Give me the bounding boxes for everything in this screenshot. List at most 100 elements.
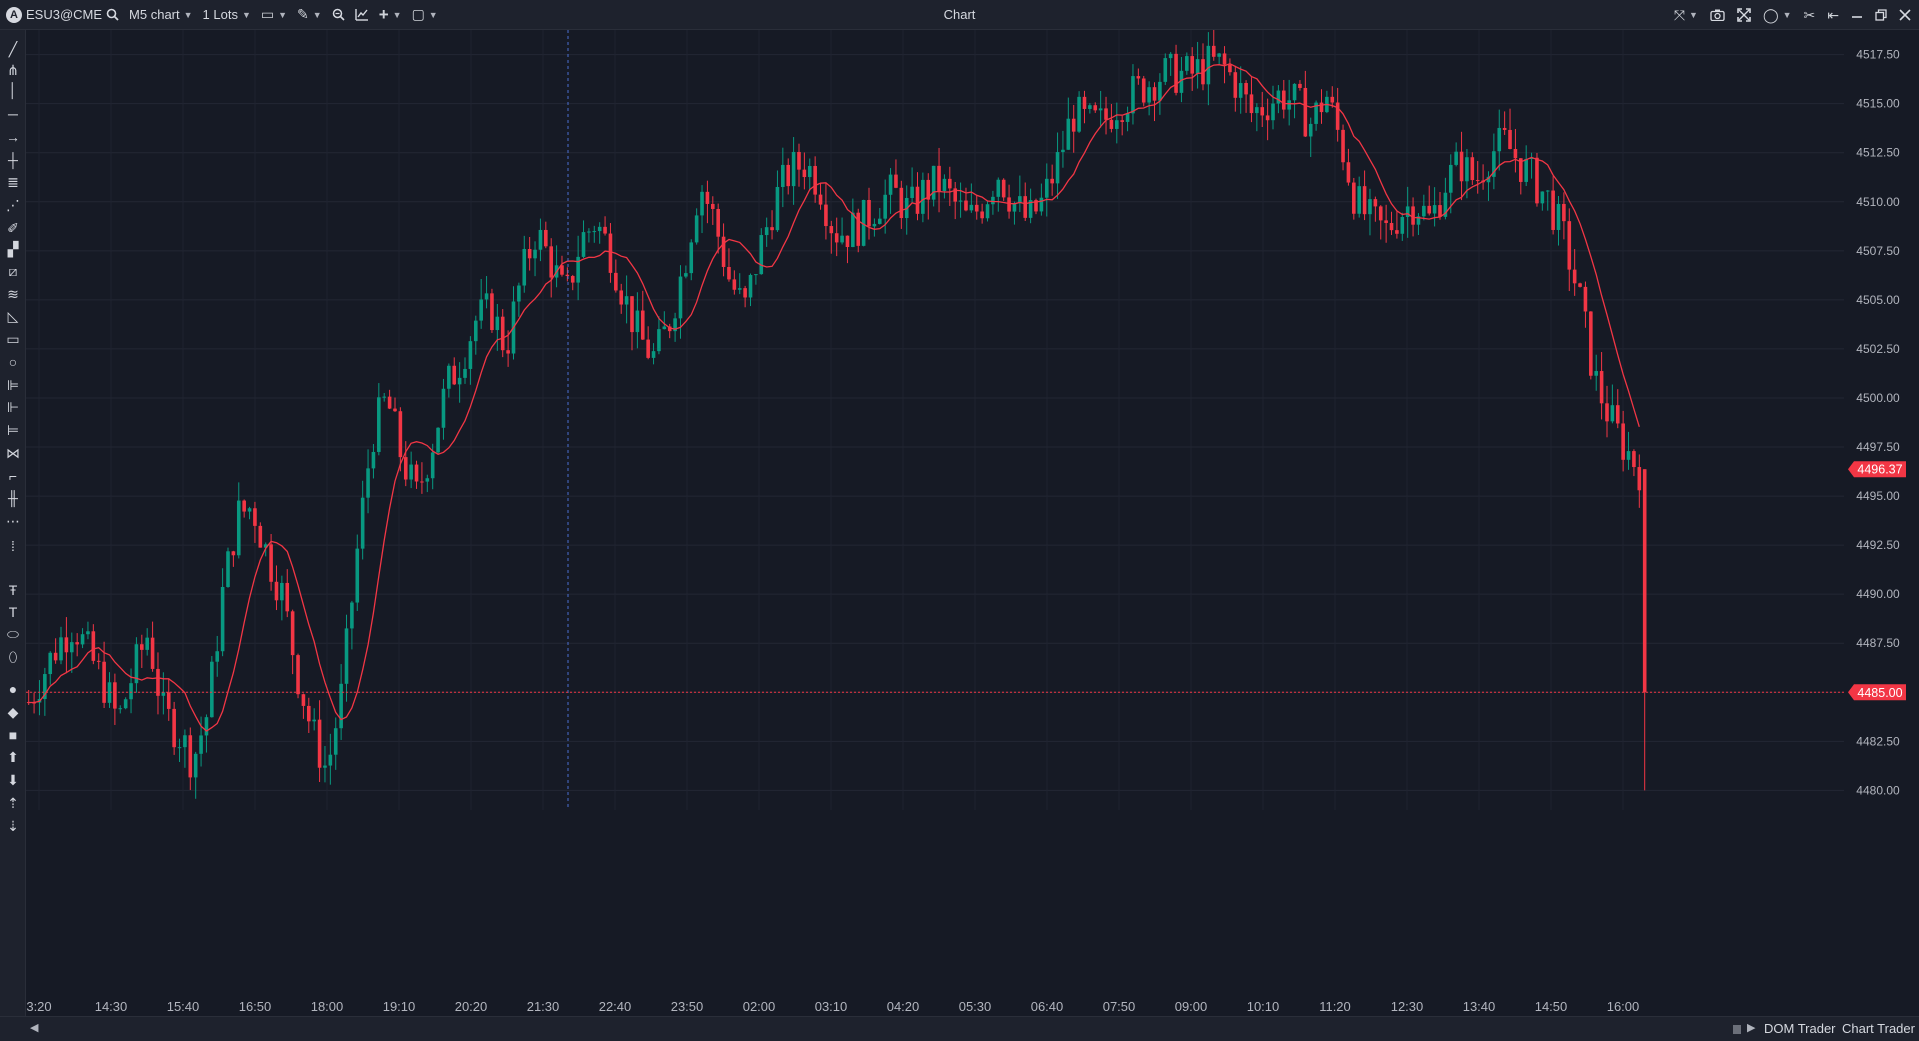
drawing-toolbar: ╱ ⋔ │ ─ → ┼ ≣ ⋰ ✐ ▞ ⧄ ≋ ◺ ▭ ○ ⊫ ⊩ ⊨ ⋈ ⌐ … xyxy=(0,30,26,1030)
parallel-lines-icon[interactable]: ≣ xyxy=(7,174,19,190)
candle-body xyxy=(1610,405,1615,422)
tools-icon[interactable]: ✂ xyxy=(1803,6,1816,23)
minimize-icon[interactable] xyxy=(1851,9,1863,21)
steps-icon[interactable]: ⌐ xyxy=(8,468,18,484)
candle-body xyxy=(1066,118,1071,150)
time-axis[interactable]: 3:20 14:30 15:40 16:50 18:00 19:10 20:20 21:30 2… xyxy=(26,999,1639,1014)
horizontal-line-icon[interactable]: ─ xyxy=(8,106,18,122)
drawing-dropdown[interactable]: ✎ ▼ xyxy=(297,6,322,23)
paint-roller-icon[interactable]: ▞ xyxy=(7,241,19,257)
candle-body xyxy=(86,631,90,635)
candle-body xyxy=(597,226,602,232)
candle-body xyxy=(662,326,667,330)
candle-body xyxy=(1389,222,1394,231)
sync-dropdown[interactable]: ⤧ ▼ xyxy=(1674,7,1698,24)
fib-extension-icon[interactable]: ⊨ xyxy=(6,422,20,438)
candle-body xyxy=(447,365,451,389)
candle-body xyxy=(619,290,624,305)
trend-icon[interactable]: ⋰ xyxy=(6,197,20,213)
pin-icon[interactable]: ⇤ xyxy=(1827,6,1839,23)
price-chart[interactable]: 4480.00 4482.50 4485.00 4487.50 4490.00 4492.… xyxy=(26,25,1919,1016)
candle-body xyxy=(1125,113,1130,122)
candle-body xyxy=(877,218,882,224)
sort-asc-icon[interactable]: ⇡ xyxy=(7,795,19,811)
fib-fan-icon[interactable]: ⊫ xyxy=(6,377,20,393)
zoom-icon[interactable] xyxy=(332,8,345,21)
candle-body xyxy=(1486,176,1491,183)
candle-body xyxy=(1168,53,1173,59)
camera-icon[interactable] xyxy=(1710,9,1725,21)
symbol-selector[interactable]: A ESU3@CME xyxy=(6,6,119,23)
sync-icon: ⤧ xyxy=(1673,6,1686,23)
candle-body xyxy=(770,227,774,231)
candle-body xyxy=(457,377,462,385)
circle-marker-icon[interactable]: ● xyxy=(8,681,18,697)
bar-style-dropdown[interactable]: ▭ ▼ xyxy=(261,6,287,23)
sort-desc-icon[interactable]: ⇣ xyxy=(7,818,19,834)
dots-icon[interactable]: ⋯ xyxy=(6,513,20,529)
search-icon[interactable] xyxy=(106,8,119,21)
candle-body xyxy=(1368,199,1372,215)
candle-body xyxy=(1459,151,1464,182)
indicators-icon[interactable] xyxy=(355,8,369,21)
rectangle-icon[interactable]: ▭ xyxy=(6,331,20,347)
square-marker-icon[interactable]: ■ xyxy=(8,727,18,743)
callout-icon[interactable]: ⬯ xyxy=(8,649,18,665)
chevron-down-icon: ▼ xyxy=(1689,10,1698,20)
candle-body xyxy=(813,165,817,195)
candle-body xyxy=(996,179,1001,197)
candle-body xyxy=(544,229,548,247)
scroll-handle[interactable] xyxy=(1733,1025,1741,1034)
candle-body xyxy=(883,194,887,219)
fullscreen-icon[interactable] xyxy=(1737,8,1751,22)
template-dropdown[interactable]: ▢ ▼ xyxy=(412,6,438,23)
vertical-line-icon[interactable]: │ xyxy=(8,82,18,98)
dom-trader-button[interactable]: DOM Trader xyxy=(1764,1021,1836,1036)
candle-body xyxy=(290,611,295,656)
time-tick-label: 09:00 xyxy=(1175,999,1208,1014)
ruler-icon[interactable]: ⧄ xyxy=(8,263,18,279)
candle-body xyxy=(1217,53,1221,57)
brush-icon[interactable]: ✐ xyxy=(7,220,19,236)
top-toolbar: A ESU3@CME M5 chart ▼ 1 Lots ▼ ▭ ▼ ✎ ▼ xyxy=(0,0,1919,30)
text-icon[interactable]: T xyxy=(8,604,18,620)
candle-body xyxy=(576,256,580,283)
candle-body xyxy=(1642,469,1647,693)
text-box-icon[interactable]: Ŧ xyxy=(8,582,18,598)
gann-icon[interactable]: ⊩ xyxy=(6,399,20,415)
more-dots-icon[interactable]: ⁞ xyxy=(11,538,15,554)
cross-icon[interactable]: ┼ xyxy=(8,152,18,168)
triangle-icon[interactable]: ◺ xyxy=(7,308,19,324)
scroll-right-icon[interactable]: ▶ xyxy=(1747,1022,1756,1034)
circle-icon: ◯ xyxy=(1762,6,1779,23)
levels-icon[interactable]: ╫ xyxy=(8,490,18,506)
line-tool-icon[interactable]: ╱ xyxy=(8,41,18,57)
lots-dropdown[interactable]: 1 Lots ▼ xyxy=(203,7,251,22)
candle-body xyxy=(387,396,392,409)
arrow-up-icon[interactable]: ⬆ xyxy=(7,749,19,765)
candle-body xyxy=(614,272,618,291)
arrow-icon[interactable]: → xyxy=(6,129,20,145)
pattern-icon[interactable]: ⋈ xyxy=(6,445,20,461)
candle-body xyxy=(1443,192,1448,217)
scroll-left-icon[interactable]: ◀ xyxy=(30,1022,39,1034)
add-dropdown[interactable]: + ▼ xyxy=(379,5,402,25)
pitchfork-icon[interactable]: ⋔ xyxy=(7,62,19,78)
restore-icon[interactable] xyxy=(1875,9,1887,21)
candle-body xyxy=(1308,123,1313,137)
candle-body xyxy=(1508,129,1512,150)
candle-body xyxy=(1373,199,1378,207)
price-label-icon[interactable]: ⬭ xyxy=(7,626,19,642)
ellipse-icon[interactable]: ○ xyxy=(8,354,18,370)
chart-area[interactable]: 4480.00 4482.50 4485.00 4487.50 4490.00 4492.… xyxy=(26,25,1919,1019)
time-tick-label: 12:30 xyxy=(1391,999,1424,1014)
interval-dropdown[interactable]: M5 chart ▼ xyxy=(129,7,193,22)
candle-body xyxy=(764,227,769,236)
close-icon[interactable] xyxy=(1899,9,1911,21)
circle-dropdown[interactable]: ◯ ▼ xyxy=(1763,7,1792,24)
arrow-down-icon[interactable]: ⬇ xyxy=(7,772,19,788)
chart-trader-button[interactable]: Chart Trader xyxy=(1842,1021,1915,1036)
diamond-marker-icon[interactable]: ◆ xyxy=(7,704,19,720)
fib-icon[interactable]: ≋ xyxy=(7,286,19,302)
candle-body xyxy=(1281,90,1286,110)
